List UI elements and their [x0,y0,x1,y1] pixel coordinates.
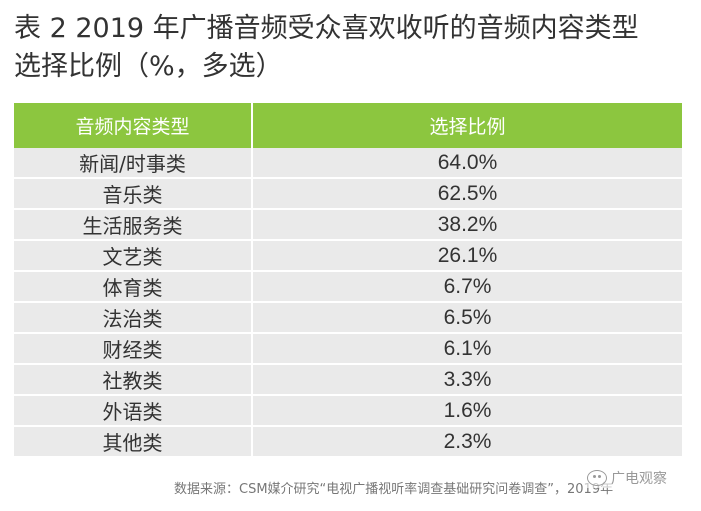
row-type: 生活服务类 [14,209,252,241]
header-selection-ratio: 选择比例 [251,103,682,148]
table-row: 新闻/时事类 64.0% [14,148,682,179]
table-row: 财经类 6.1% [14,333,682,365]
table-row: 法治类 6.5% [14,302,682,334]
table-title: 表 2 2019 年广播音频受众喜欢收听的音频内容类型 选择比例（%，多选） [14,10,639,86]
row-type: 音乐类 [14,178,252,210]
row-type: 文艺类 [14,240,252,272]
row-value: 3.3% [251,364,682,396]
row-value: 64.0% [251,148,682,179]
watermark-text: 广电观察 [611,471,667,487]
row-value: 6.5% [251,302,682,334]
row-type: 其他类 [14,426,252,458]
title-line-2: 选择比例（%，多选） [14,51,283,82]
row-value: 6.7% [251,271,682,303]
table-row: 体育类 6.7% [14,271,682,303]
row-type: 财经类 [14,333,252,365]
table-row: 生活服务类 38.2% [14,209,682,241]
row-type: 新闻/时事类 [14,148,252,179]
watermark: 广电观察 [583,468,671,488]
data-table-container: 音频内容类型 选择比例 新闻/时事类 64.0% 音乐类 62.5% 生活服务类… [14,103,682,458]
title-line-1: 表 2 2019 年广播音频受众喜欢收听的音频内容类型 [14,13,639,44]
table-row: 音乐类 62.5% [14,178,682,210]
row-value: 62.5% [251,178,682,210]
row-type: 社教类 [14,364,252,396]
row-value: 1.6% [251,395,682,427]
row-value: 26.1% [251,240,682,272]
data-source-note: 数据来源：CSM媒介研究“电视广播视听率调查基础研究问卷调查”，2019年 [174,482,614,497]
wechat-icon [587,470,607,486]
row-value: 38.2% [251,209,682,241]
row-type: 体育类 [14,271,252,303]
row-type: 外语类 [14,395,252,427]
header-content-type: 音频内容类型 [14,103,252,148]
table-row: 社教类 3.3% [14,364,682,396]
row-value: 6.1% [251,333,682,365]
table-row: 其他类 2.3% [14,426,682,458]
table-header-row: 音频内容类型 选择比例 [14,103,682,148]
table-row: 文艺类 26.1% [14,240,682,272]
data-table: 音频内容类型 选择比例 新闻/时事类 64.0% 音乐类 62.5% 生活服务类… [14,103,682,458]
row-type: 法治类 [14,302,252,334]
table-row: 外语类 1.6% [14,395,682,427]
row-value: 2.3% [251,426,682,458]
